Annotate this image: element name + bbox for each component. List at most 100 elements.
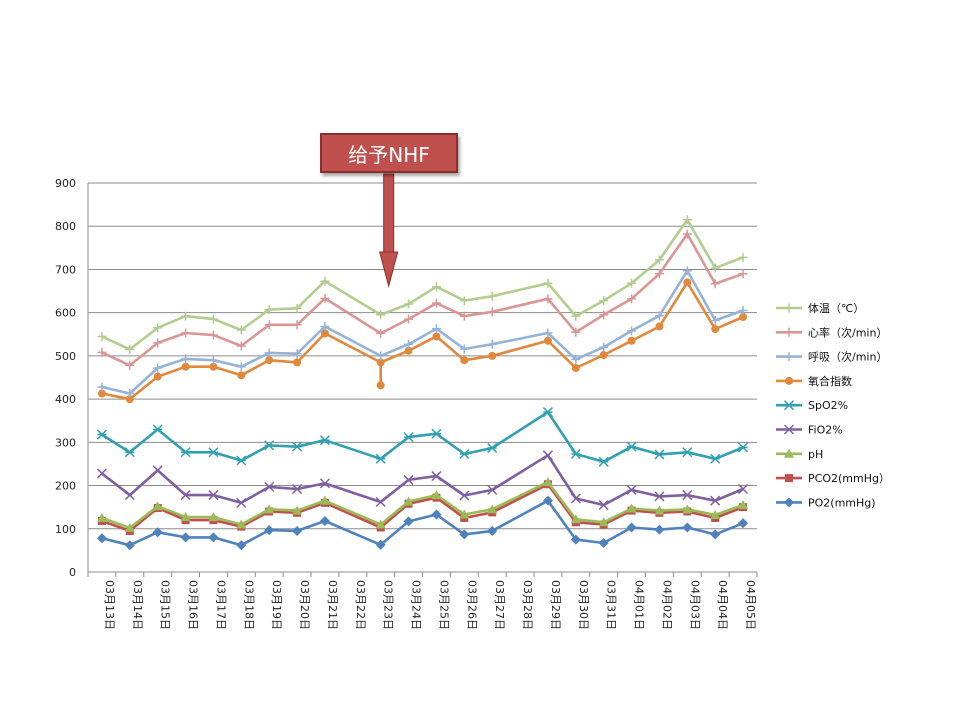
legend-label: 体温（℃） [808,301,864,315]
data-point [784,497,794,508]
data-point [598,456,609,467]
legend: 体温（℃） 心率（次/min） 呼吸（次/min） 氧合指数 SpO2% FiO2% pH P… [776,301,890,509]
x-tick-label: 04月03日 [688,580,701,630]
data-point [180,512,191,522]
data-point [180,532,191,543]
data-point [208,490,219,501]
gridlines [88,182,757,530]
data-point [236,519,247,529]
data-point [292,320,302,330]
data-point [487,504,498,514]
data-point [236,497,247,508]
data-point [783,424,795,435]
data-point [626,522,637,533]
data-point [152,424,163,435]
data-point [459,344,469,354]
data-point [710,279,720,289]
data-point [124,540,135,551]
series-line [101,410,744,464]
data-point [784,327,794,337]
data-point [487,525,498,536]
data-point [570,493,581,504]
legend-label: pH [808,448,823,461]
data-point [570,448,581,460]
series-line [101,480,744,530]
series-SpO2% [96,407,749,467]
data-point [627,294,637,304]
series-line [101,454,744,507]
axes [87,183,758,577]
data-point [153,363,163,373]
y-tick-label: 300 [55,436,76,449]
x-tick-label: 03月13日 [103,580,116,630]
data-point [208,330,218,340]
data-point [208,512,219,522]
data-point [152,465,163,476]
series-心率（次/min） [97,229,748,370]
data-point [319,435,330,446]
data-point [571,363,580,372]
data-point [125,395,134,404]
data-point [125,344,135,354]
y-axis-ticks: 0 100 200 300 400 500 600 700 800 900 [55,177,76,579]
data-point [542,450,553,461]
data-point [599,342,609,352]
data-point [627,326,637,336]
data-point [571,311,581,321]
data-point [319,495,330,505]
data-point [459,490,470,501]
data-point [654,524,665,535]
data-point [738,442,749,453]
data-point [236,540,247,551]
x-tick-label: 03月23日 [382,580,395,630]
data-point [785,474,793,483]
x-tick-label: 03月27日 [493,580,506,630]
legend-item: 呼吸（次/min） [776,350,887,364]
data-point [376,358,385,367]
data-point [264,504,275,514]
data-point [403,496,414,506]
data-point [376,351,386,361]
data-point [682,504,693,514]
data-point [97,382,107,392]
data-point [627,278,637,288]
data-point [542,477,553,487]
data-point [710,263,720,273]
x-tick-label: 03月20日 [298,580,311,630]
data-point [570,514,581,524]
data-point [543,294,553,304]
data-point [682,215,692,225]
data-point [180,490,191,501]
x-tick-label: 03月18日 [242,580,255,630]
data-point [459,529,470,540]
data-point [626,503,637,513]
data-point [738,483,749,495]
data-point [319,478,330,489]
data-point [487,307,497,317]
data-point [376,310,386,320]
legend-label: 呼吸（次/min） [808,350,887,364]
legend-label: 心率（次/min） [808,325,887,339]
legend-item: 心率（次/min） [776,325,887,339]
data-point [682,229,692,239]
data-point [459,509,470,519]
x-tick-label: 03月29日 [549,580,562,630]
data-point [180,447,191,458]
y-tick-label: 100 [55,523,76,536]
data-point [431,509,442,520]
data-point [320,329,329,338]
data-point [293,358,302,367]
arrow-shaft [383,173,395,253]
legend-label: PCO2(mmHg） [808,472,890,485]
data-point [738,500,749,510]
x-tick-label: 03月26日 [465,580,478,630]
data-point [432,332,441,341]
data-point [320,276,330,286]
series-FiO2% [96,450,749,511]
data-point [404,299,414,309]
series-group [96,215,749,551]
data-point [375,519,386,529]
data-point [487,442,498,453]
data-point [264,481,275,492]
data-point [264,320,274,330]
